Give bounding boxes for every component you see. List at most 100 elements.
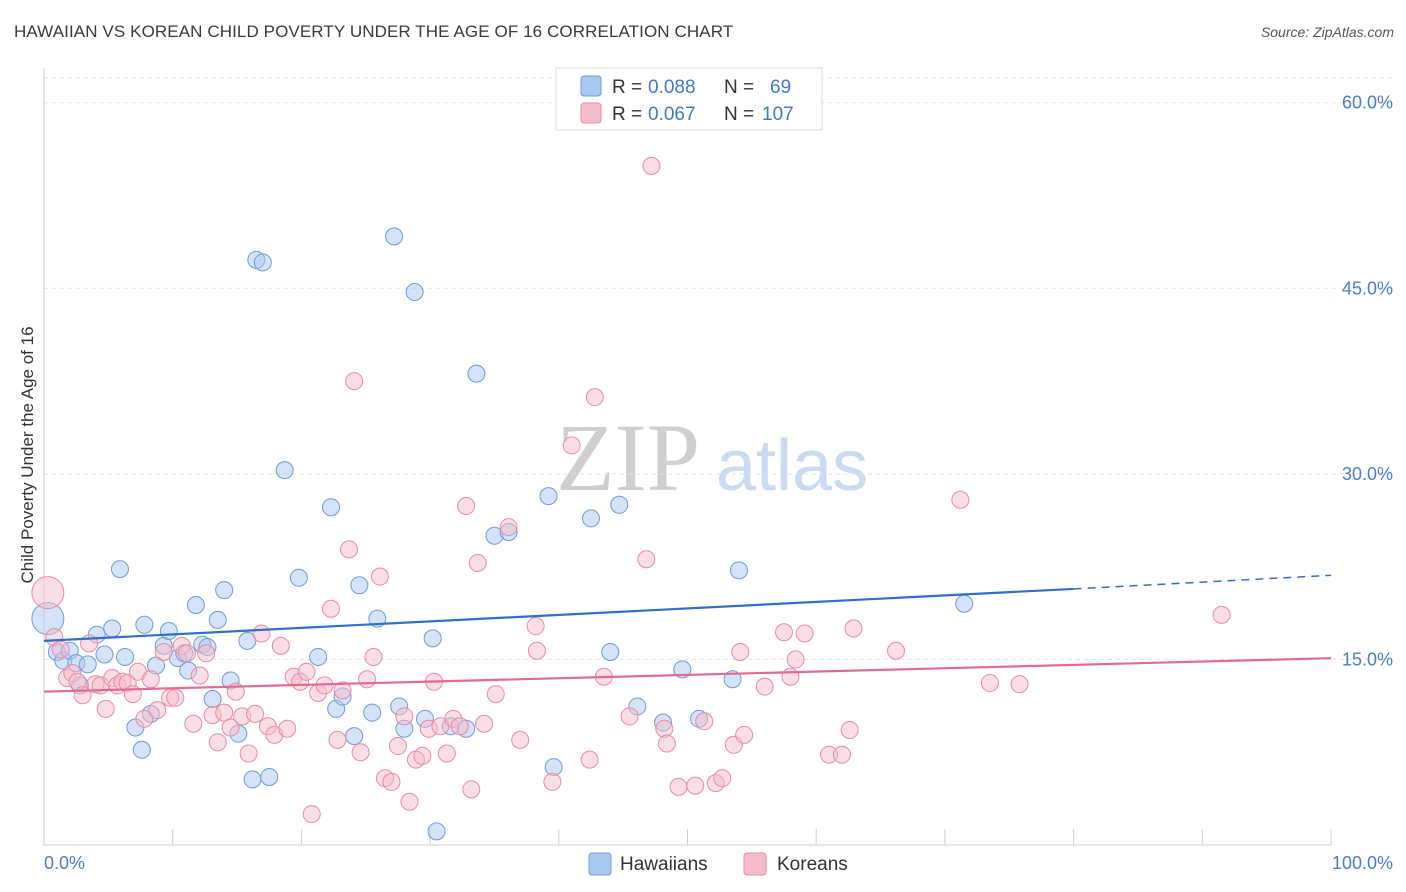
point-koreans bbox=[695, 712, 714, 731]
point-hawaiians bbox=[729, 561, 748, 580]
legend-r-label-hawaiians: R = bbox=[612, 77, 642, 98]
trend-line-extension-hawaiians bbox=[1073, 574, 1332, 590]
point-koreans bbox=[322, 599, 341, 618]
point-koreans bbox=[358, 670, 377, 689]
legend-r-value-koreans: 0.067 bbox=[648, 104, 696, 125]
bottom-legend-swatch-koreans bbox=[743, 852, 767, 876]
point-koreans bbox=[731, 643, 750, 662]
point-koreans bbox=[154, 643, 173, 662]
point-hawaiians bbox=[208, 610, 227, 629]
point-koreans bbox=[511, 730, 530, 749]
point-koreans bbox=[246, 704, 265, 723]
y-tick-label: 30.0% bbox=[1342, 464, 1393, 484]
point-koreans bbox=[278, 719, 297, 738]
point-koreans bbox=[382, 772, 401, 791]
point-koreans bbox=[148, 701, 167, 720]
point-koreans bbox=[585, 388, 604, 407]
point-hawaiians bbox=[309, 647, 328, 666]
point-koreans bbox=[413, 746, 432, 765]
point-koreans bbox=[642, 156, 661, 175]
point-koreans bbox=[786, 650, 805, 669]
point-hawaiians bbox=[260, 767, 279, 786]
point-hawaiians bbox=[423, 629, 442, 648]
point-koreans bbox=[543, 772, 562, 791]
watermark: ZIP atlas bbox=[556, 404, 868, 511]
axes bbox=[43, 68, 1332, 846]
y-tick-label: 45.0% bbox=[1342, 278, 1393, 298]
point-koreans bbox=[31, 576, 65, 610]
point-koreans bbox=[657, 734, 676, 753]
point-koreans bbox=[951, 490, 970, 509]
point-koreans bbox=[345, 372, 364, 391]
point-koreans bbox=[166, 688, 185, 707]
point-hawaiians bbox=[275, 461, 294, 480]
point-koreans bbox=[437, 744, 456, 763]
point-koreans bbox=[351, 743, 370, 762]
bottom-legend-label-hawaiians: Hawaiians bbox=[620, 854, 708, 875]
source-label: Source: ZipAtlas.com bbox=[1260, 24, 1394, 40]
point-koreans bbox=[177, 644, 196, 663]
bottom-legend-label-koreans: Koreans bbox=[777, 854, 848, 875]
trend-lines bbox=[43, 574, 1332, 693]
point-koreans bbox=[302, 805, 321, 824]
x-tick-label-max: 100.0% bbox=[1332, 853, 1393, 873]
legend: R = 0.088 N = 69 R = 0.067 N = 107 bbox=[555, 67, 823, 131]
point-koreans bbox=[755, 677, 774, 696]
point-koreans bbox=[457, 497, 476, 516]
point-koreans bbox=[844, 619, 863, 638]
point-koreans bbox=[840, 720, 859, 739]
point-koreans bbox=[486, 685, 505, 704]
point-koreans bbox=[686, 776, 705, 795]
y-tick-labels: 15.0% 30.0% 45.0% 60.0% bbox=[1342, 93, 1393, 670]
point-koreans bbox=[197, 644, 216, 663]
point-koreans bbox=[328, 730, 347, 749]
point-koreans bbox=[333, 681, 352, 700]
point-koreans bbox=[886, 641, 905, 660]
x-tick-label-min: 0.0% bbox=[44, 853, 85, 873]
point-koreans bbox=[735, 725, 754, 744]
point-koreans bbox=[370, 567, 389, 586]
chart-title: HAWAIIAN VS KOREAN CHILD POVERTY UNDER T… bbox=[14, 22, 734, 41]
point-hawaiians bbox=[673, 660, 692, 679]
point-koreans bbox=[135, 709, 154, 728]
point-hawaiians bbox=[322, 498, 341, 517]
legend-n-value-koreans: 107 bbox=[762, 104, 794, 125]
point-hawaiians bbox=[95, 645, 114, 664]
point-hawaiians bbox=[78, 655, 97, 674]
point-hawaiians bbox=[345, 727, 364, 746]
point-hawaiians bbox=[610, 495, 629, 514]
point-hawaiians bbox=[539, 487, 558, 506]
point-koreans bbox=[637, 550, 656, 569]
point-koreans bbox=[832, 745, 851, 764]
point-hawaiians bbox=[135, 615, 154, 634]
point-koreans bbox=[252, 624, 271, 643]
point-koreans bbox=[580, 750, 599, 769]
point-hawaiians bbox=[116, 647, 135, 666]
gridlines bbox=[44, 77, 1393, 660]
trend-line-hawaiians bbox=[43, 587, 1074, 642]
point-koreans bbox=[1212, 605, 1231, 624]
point-koreans bbox=[781, 667, 800, 686]
point-hawaiians bbox=[581, 509, 600, 528]
watermark-atlas: atlas bbox=[716, 426, 868, 506]
legend-swatch-koreans bbox=[580, 102, 602, 124]
point-hawaiians bbox=[186, 596, 205, 615]
legend-n-label-hawaiians: N = bbox=[724, 77, 754, 98]
point-koreans bbox=[669, 777, 688, 796]
point-koreans bbox=[271, 636, 290, 655]
point-hawaiians bbox=[238, 631, 257, 650]
point-koreans bbox=[96, 699, 115, 718]
point-koreans bbox=[388, 737, 407, 756]
bottom-legend-swatch-hawaiians bbox=[588, 852, 612, 876]
point-koreans bbox=[395, 707, 414, 726]
point-koreans bbox=[450, 717, 469, 736]
watermark-zip: ZIP bbox=[556, 404, 700, 511]
point-koreans bbox=[462, 780, 481, 799]
point-koreans bbox=[51, 640, 70, 659]
legend-n-label-koreans: N = bbox=[724, 104, 754, 125]
point-koreans bbox=[713, 769, 732, 788]
point-koreans bbox=[655, 719, 674, 738]
point-koreans bbox=[215, 703, 234, 722]
y-axis-label: Child Poverty Under the Age of 16 bbox=[18, 326, 37, 583]
